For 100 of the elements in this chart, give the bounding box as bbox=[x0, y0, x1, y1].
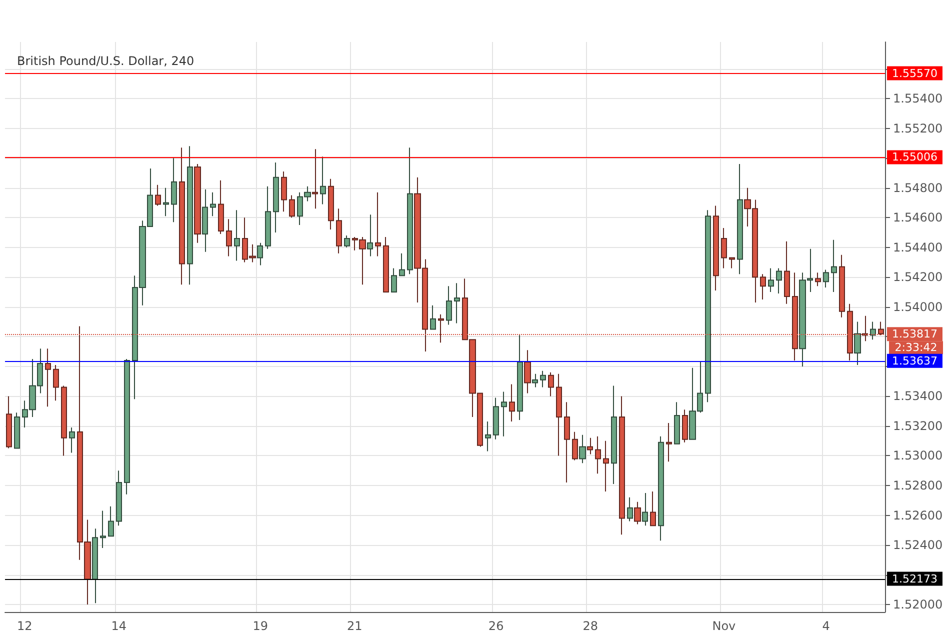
candlestick bbox=[713, 205, 719, 292]
candlestick bbox=[375, 192, 381, 257]
candlestick bbox=[517, 334, 523, 421]
x-tick-label: 12 bbox=[17, 619, 32, 633]
candlestick bbox=[61, 385, 67, 456]
candlestick bbox=[399, 252, 405, 276]
candlestick bbox=[108, 506, 114, 537]
candlestick bbox=[344, 234, 350, 248]
ref-line-label: 1.52173 bbox=[892, 572, 938, 586]
y-tick-label: 1.54000 bbox=[893, 300, 943, 314]
candlestick bbox=[92, 528, 98, 604]
y-tick-label: 1.52600 bbox=[893, 508, 943, 522]
y-tick-label: 1.52400 bbox=[893, 538, 943, 552]
candlestick bbox=[69, 426, 75, 454]
candlestick bbox=[171, 158, 177, 223]
candlestick bbox=[854, 321, 861, 366]
text: 2:33:42 bbox=[894, 341, 938, 354]
y-tick-label: 1.55400 bbox=[893, 92, 943, 106]
candlestick bbox=[6, 396, 12, 449]
y-tick-label: 1.55200 bbox=[893, 121, 943, 136]
candlestick bbox=[187, 146, 193, 286]
candlestick bbox=[823, 269, 829, 288]
candlestick bbox=[226, 218, 232, 257]
ref-line-label: 1.55570 bbox=[892, 66, 938, 80]
candlestick bbox=[674, 402, 680, 444]
candlestick bbox=[839, 254, 845, 318]
candlestick bbox=[627, 496, 633, 522]
candlestick bbox=[116, 470, 122, 526]
candlestick bbox=[760, 274, 766, 300]
candlestick bbox=[658, 436, 664, 542]
y-tick-label: 1.52800 bbox=[893, 478, 943, 492]
x-tick-label: 19 bbox=[252, 619, 268, 633]
candlestick bbox=[603, 440, 609, 492]
y-tick-label: 1.53000 bbox=[893, 448, 943, 463]
candlestick bbox=[273, 162, 279, 233]
y-tick-label: 1.53400 bbox=[893, 389, 943, 404]
y-tick-label: 1.52000 bbox=[893, 598, 943, 612]
candlestick bbox=[328, 178, 334, 230]
candlestick bbox=[336, 208, 342, 254]
candlestick bbox=[407, 147, 413, 275]
candlestick bbox=[312, 148, 318, 210]
x-tick-label: 26 bbox=[488, 619, 504, 633]
candlestick bbox=[281, 170, 287, 212]
candlestick bbox=[721, 228, 727, 269]
candlestick bbox=[564, 402, 570, 484]
candlestick bbox=[784, 240, 790, 304]
candlestick bbox=[532, 373, 538, 388]
candlestick bbox=[53, 364, 59, 402]
candlestick bbox=[320, 156, 326, 205]
y-tick-label: 1.54400 bbox=[893, 240, 943, 254]
candlestick bbox=[163, 187, 169, 217]
candlestick bbox=[729, 257, 735, 269]
candlestick bbox=[705, 210, 711, 403]
candlestick bbox=[265, 186, 271, 250]
x-tick-label: 4 bbox=[822, 619, 830, 633]
candlestick bbox=[666, 422, 672, 462]
ref-line-label: 1.53637 bbox=[892, 354, 938, 368]
candlestick bbox=[556, 373, 562, 456]
candlestick bbox=[595, 436, 601, 474]
candlestick bbox=[485, 421, 491, 452]
candlestick bbox=[619, 396, 625, 536]
candlestick bbox=[383, 236, 389, 293]
candlestick bbox=[815, 272, 821, 287]
candlestick bbox=[430, 304, 436, 330]
candlestick bbox=[391, 268, 397, 293]
candlestick bbox=[768, 268, 774, 293]
candlestick bbox=[124, 358, 130, 495]
y-tick-label: 1.54600 bbox=[893, 210, 943, 225]
candlestick bbox=[579, 434, 586, 464]
candlestick bbox=[642, 492, 648, 526]
candlestick bbox=[454, 282, 460, 324]
candlestick bbox=[14, 412, 20, 449]
candlestick bbox=[776, 268, 782, 294]
candlestick bbox=[210, 192, 216, 217]
candlestick bbox=[611, 385, 617, 485]
candlestick bbox=[289, 194, 295, 218]
candlestick bbox=[257, 242, 263, 266]
candlestick bbox=[218, 180, 224, 234]
candlestick bbox=[540, 370, 546, 388]
candlestick bbox=[634, 501, 641, 525]
x-tick-label: Nov bbox=[712, 619, 736, 633]
candlestick bbox=[650, 490, 656, 526]
x-tick-label: 14 bbox=[111, 619, 127, 633]
candlestick bbox=[548, 372, 554, 397]
candlestick bbox=[202, 188, 208, 252]
y-tick-label: 1.54800 bbox=[893, 180, 943, 195]
candlestick bbox=[831, 239, 837, 293]
candlestick bbox=[682, 409, 688, 443]
candlestick bbox=[446, 286, 452, 326]
candlestick bbox=[501, 391, 507, 437]
candlestick bbox=[367, 214, 373, 257]
candlestick bbox=[737, 164, 743, 275]
ref-line-label: 1.55006 bbox=[892, 150, 938, 164]
candlestick bbox=[524, 350, 531, 394]
y-tick-label: 1.54200 bbox=[893, 270, 943, 284]
candlestick bbox=[234, 210, 240, 262]
candlestick bbox=[155, 184, 161, 206]
candlestick bbox=[179, 147, 185, 286]
y-tick-label: 1.53200 bbox=[893, 418, 943, 433]
candlestick bbox=[194, 164, 201, 244]
